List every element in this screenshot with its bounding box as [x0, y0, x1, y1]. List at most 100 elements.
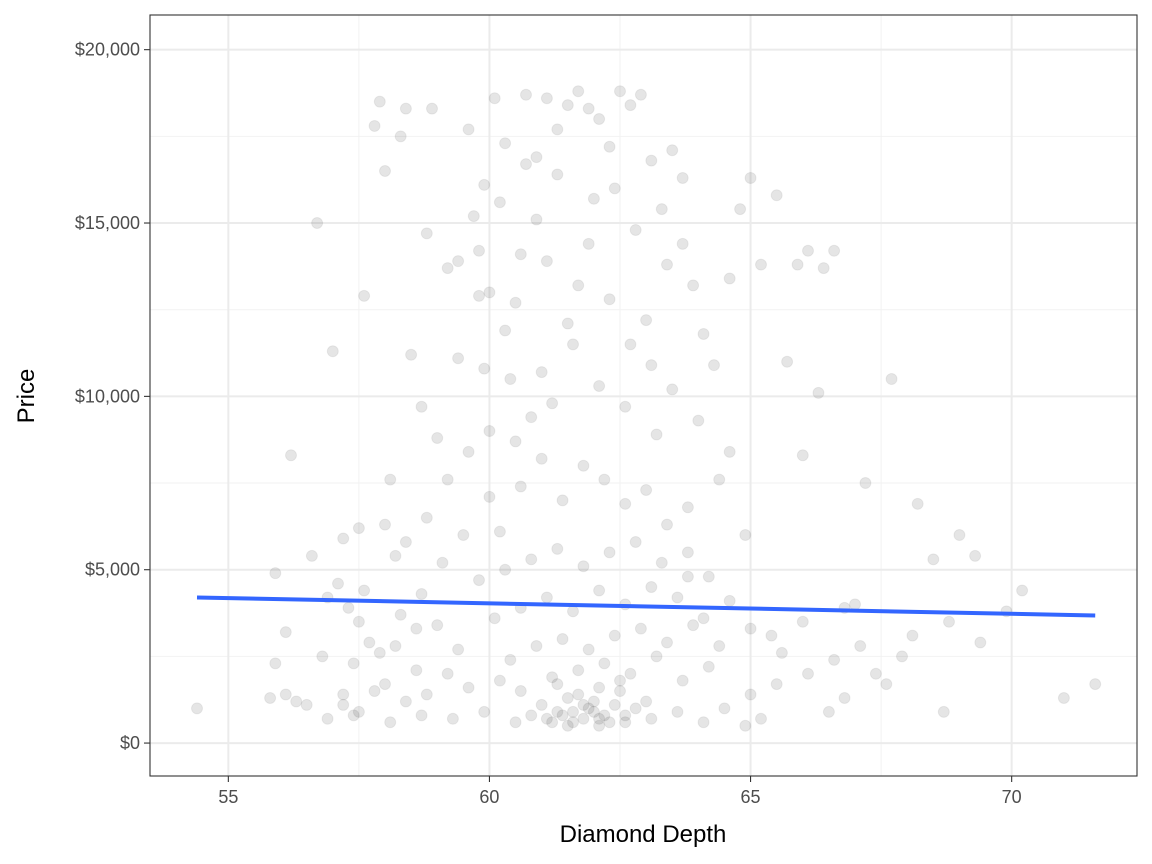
data-point — [285, 449, 297, 462]
y-tick-label: $15,000 — [75, 213, 140, 233]
data-point — [593, 584, 606, 597]
data-point — [363, 636, 376, 649]
y-axis-title: Price — [13, 369, 40, 424]
data-point — [509, 296, 522, 309]
data-points — [191, 85, 1102, 732]
data-point — [399, 102, 412, 115]
data-point — [467, 210, 480, 223]
data-point — [723, 272, 736, 285]
data-point — [692, 414, 705, 427]
data-point — [744, 688, 757, 701]
data-point — [420, 511, 433, 524]
data-point — [681, 501, 694, 514]
data-point — [379, 678, 391, 691]
data-point — [969, 549, 982, 562]
data-point — [859, 477, 872, 490]
data-point — [775, 646, 788, 659]
data-point — [854, 639, 867, 652]
data-point — [702, 570, 715, 583]
data-point — [634, 88, 647, 101]
data-point — [582, 237, 595, 250]
data-point — [525, 553, 538, 566]
data-point — [796, 615, 809, 628]
data-point — [535, 366, 548, 379]
x-axis-title: Diamond Depth — [560, 821, 727, 848]
data-point — [671, 705, 684, 718]
data-point — [598, 657, 611, 670]
data-point — [311, 217, 324, 230]
data-point — [420, 688, 433, 701]
data-point — [358, 584, 371, 597]
data-point — [493, 196, 506, 209]
data-point — [441, 262, 454, 275]
y-axis: $0 $5,000 $10,000 $15,000 $20,000 — [75, 40, 150, 753]
data-point — [828, 653, 841, 666]
data-point — [598, 709, 611, 722]
data-point — [577, 560, 590, 573]
data-point — [394, 608, 407, 621]
data-point — [614, 685, 626, 698]
data-point — [321, 712, 334, 725]
data-point — [572, 664, 585, 677]
data-point — [802, 667, 814, 680]
data-point — [582, 102, 595, 115]
data-point — [561, 691, 574, 704]
data-point — [755, 712, 767, 725]
data-point — [488, 612, 501, 625]
data-point — [436, 556, 449, 569]
data-point — [368, 119, 381, 132]
data-point — [906, 629, 919, 642]
data-point — [567, 605, 579, 618]
data-point — [681, 546, 694, 559]
data-point — [1089, 678, 1102, 691]
data-point — [561, 99, 574, 112]
data-point — [603, 293, 616, 306]
data-point — [452, 255, 465, 268]
data-point — [593, 113, 606, 126]
data-point — [556, 633, 569, 646]
data-point — [849, 598, 861, 611]
data-point — [452, 352, 465, 365]
data-point — [645, 581, 658, 594]
x-axis: 55 60 65 70 — [218, 776, 1022, 807]
data-point — [577, 459, 590, 472]
data-point — [666, 144, 679, 157]
data-point — [326, 345, 339, 358]
data-point — [332, 577, 344, 590]
data-point — [828, 244, 841, 257]
data-point — [415, 400, 428, 413]
data-point — [927, 553, 940, 566]
data-point — [697, 612, 710, 625]
data-point — [681, 570, 694, 583]
data-point — [300, 698, 313, 711]
data-point — [802, 244, 814, 257]
data-point — [410, 622, 423, 635]
data-point — [431, 431, 444, 444]
data-point — [368, 685, 381, 698]
data-point — [718, 702, 731, 715]
data-point — [567, 705, 579, 718]
data-point — [473, 244, 485, 257]
data-point — [676, 237, 689, 250]
x-tick-label: 65 — [741, 787, 761, 807]
data-point — [483, 490, 496, 503]
data-point — [290, 695, 303, 708]
data-point — [546, 671, 559, 684]
data-point — [337, 532, 350, 545]
data-point — [603, 140, 616, 153]
data-point — [499, 324, 512, 337]
data-point — [739, 719, 752, 732]
data-point — [1057, 691, 1070, 704]
data-point — [551, 705, 564, 718]
data-point — [352, 615, 365, 628]
data-point — [624, 99, 637, 112]
data-point — [431, 619, 444, 632]
data-point — [269, 657, 282, 670]
data-point — [614, 674, 626, 687]
data-point — [697, 327, 710, 340]
data-point — [191, 702, 203, 715]
data-point — [650, 650, 663, 663]
data-point — [702, 660, 715, 673]
data-point — [405, 348, 418, 361]
